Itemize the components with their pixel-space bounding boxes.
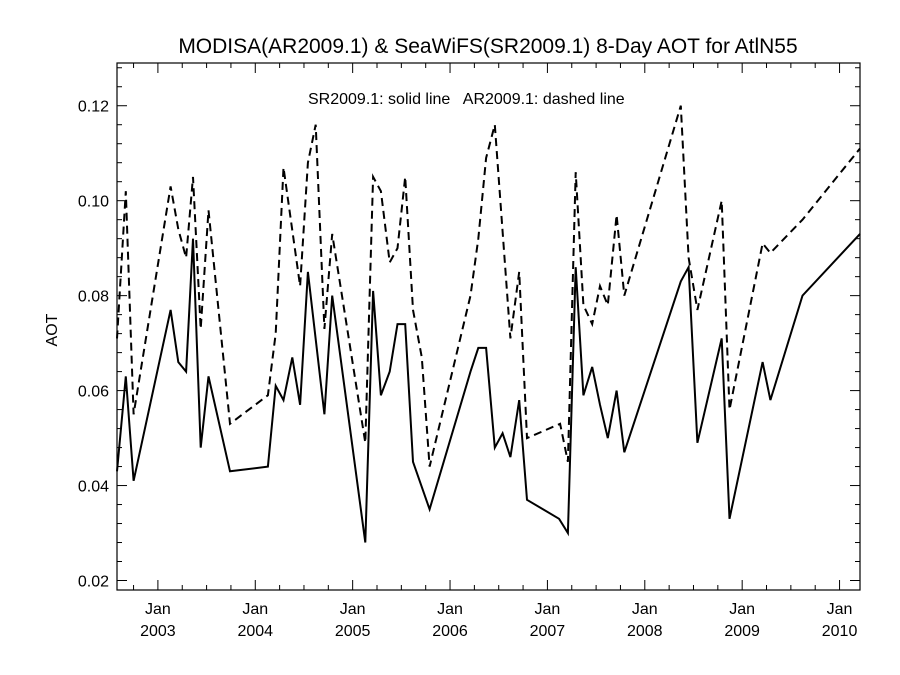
y-tick-label: 0.06 (78, 384, 109, 401)
x-tick-month-label: Jan (242, 601, 268, 618)
x-tick-year-label: 2003 (140, 623, 176, 640)
x-tick-month-label: Jan (340, 601, 366, 618)
y-tick-label: 0.10 (78, 194, 109, 211)
plot-frame (116, 62, 861, 591)
x-tick-year-label: 2007 (530, 623, 566, 640)
y-axis-ticks: 0.02 0.04 0.06 0.08 0.10 0.12 (78, 67, 860, 591)
sr2009-solid-series-line (116, 233, 861, 543)
x-axis-ticks: Jan 2003 Jan 2004 Jan 2005 Jan 2006 Jan 2007 Jan 20… (133, 63, 858, 640)
x-tick-month-label: Jan (437, 601, 463, 618)
x-tick-year-label: 2009 (724, 623, 760, 640)
y-tick-label: 0.04 (78, 479, 109, 496)
line-style-annotation: SR2009.1: solid line AR2009.1: dashed li… (308, 91, 625, 108)
x-tick-month-label: Jan (145, 601, 171, 618)
x-tick-year-label: 2005 (335, 623, 371, 640)
x-tick-year-label: 2008 (627, 623, 663, 640)
y-tick-label: 0.02 (78, 574, 109, 591)
x-tick-year-label: 2004 (237, 623, 273, 640)
chart-title: MODISA(AR2009.1) & SeaWiFS(SR2009.1) 8-D… (178, 35, 797, 58)
series-group (116, 105, 861, 543)
ar2009-dashed-series-line (116, 105, 861, 467)
x-tick-month-label: Jan (827, 601, 853, 618)
x-tick-year-label: 2010 (822, 623, 858, 640)
x-tick-month-label: Jan (729, 601, 755, 618)
y-tick-label: 0.08 (78, 289, 109, 306)
x-tick-year-label: 2006 (432, 623, 468, 640)
y-tick-label: 0.12 (78, 99, 109, 116)
x-tick-month-label: Jan (535, 601, 561, 618)
x-tick-month-label: Jan (632, 601, 658, 618)
y-axis-label: AOT (44, 313, 61, 346)
